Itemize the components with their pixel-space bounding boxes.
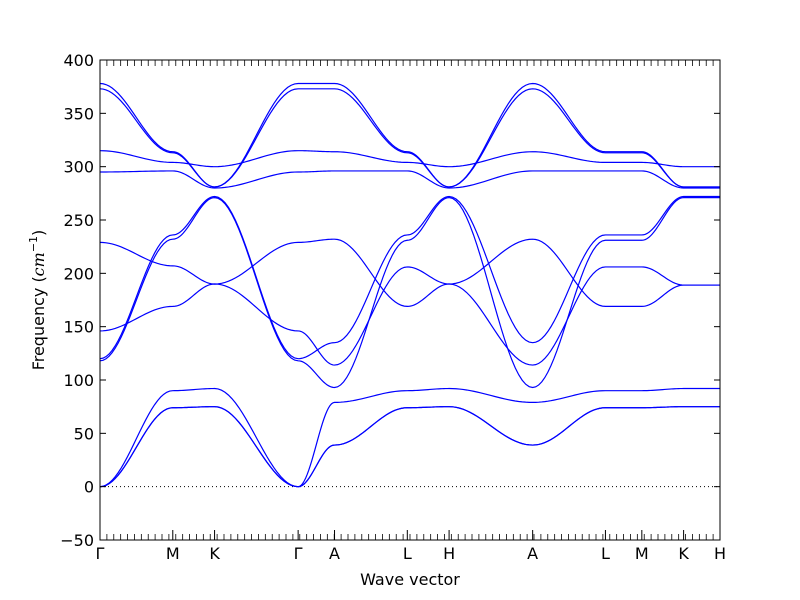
y-tick-label: 350	[63, 104, 94, 123]
x-tick-label: K	[678, 544, 689, 563]
band-line-2	[99, 387, 720, 488]
band-line-6	[99, 266, 720, 366]
x-axis-label: Wave vector	[360, 570, 460, 589]
x-tick-label: Γ	[96, 544, 105, 563]
series-layer	[99, 82, 720, 488]
tick-layer	[99, 59, 721, 541]
y-tick-label: −50	[60, 531, 94, 550]
y-tick-label: 0	[84, 478, 94, 497]
band-line-8	[100, 170, 720, 189]
x-tick-label: A	[527, 544, 538, 563]
x-tick-label: M	[166, 544, 180, 563]
band-line-11	[99, 82, 720, 188]
y-tick-label: 300	[63, 158, 94, 177]
y-axis-label-prefix: Frequency (	[29, 276, 48, 370]
x-tick-label: H	[714, 544, 726, 563]
band-line-4	[99, 196, 720, 389]
y-tick-label: 150	[63, 318, 94, 337]
band-line-9	[99, 150, 720, 168]
band-line-5	[99, 195, 720, 360]
x-tick-label: L	[601, 544, 610, 563]
x-tick-label: A	[329, 544, 340, 563]
y-axis-label-unit-exponent: −1	[27, 236, 40, 252]
band-line-1	[99, 406, 720, 488]
x-tick-label: L	[403, 544, 412, 563]
x-tick-label: H	[443, 544, 455, 563]
y-tick-label: 250	[63, 211, 94, 230]
band-line-10	[99, 88, 720, 188]
y-axis-label-unit: cm	[29, 252, 48, 276]
y-tick-label: 200	[63, 264, 94, 283]
y-tick-label: 100	[63, 371, 94, 390]
x-tick-label: Γ	[294, 544, 303, 563]
y-tick-label: 400	[63, 51, 94, 70]
y-axis-label-suffix: )	[29, 230, 48, 236]
x-tick-label: K	[209, 544, 220, 563]
x-tick-label: M	[635, 544, 649, 563]
band-line-3	[99, 387, 720, 488]
y-tick-labels: −50 0 50 100 150 200 250 300 350 400	[60, 51, 94, 550]
plot-frame	[99, 59, 721, 541]
y-axis-label: Frequency (cm−1)	[27, 230, 48, 371]
y-tick-label: 50	[74, 424, 94, 443]
band-line-7	[99, 238, 720, 308]
